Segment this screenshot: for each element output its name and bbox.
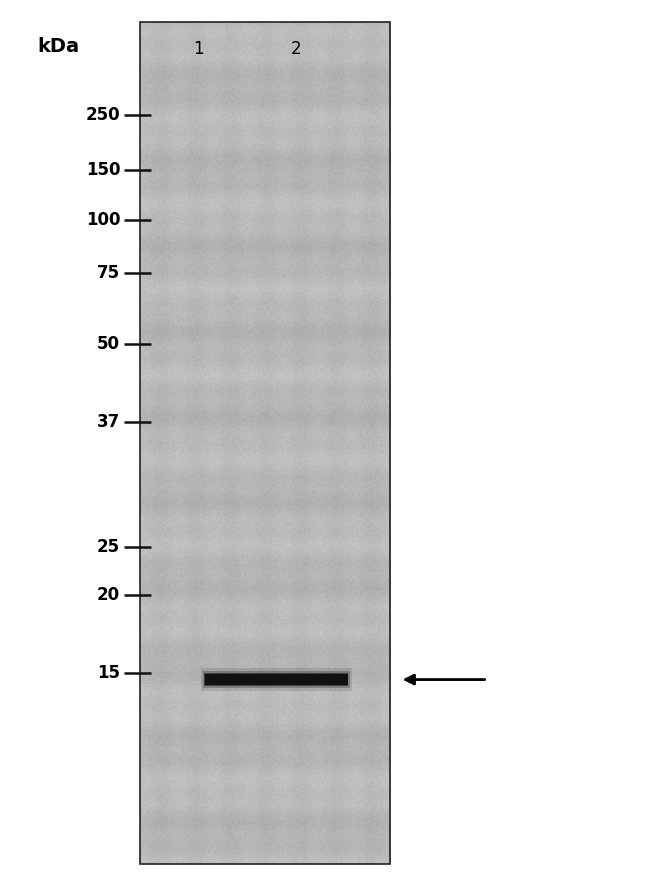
Text: 2: 2 bbox=[291, 40, 301, 58]
Text: 20: 20 bbox=[97, 587, 120, 604]
Bar bbox=[140, 22, 390, 864]
Text: 150: 150 bbox=[86, 161, 120, 179]
Text: 37: 37 bbox=[97, 413, 120, 431]
Text: 50: 50 bbox=[98, 335, 120, 353]
Bar bbox=[204, 673, 348, 686]
Text: 1: 1 bbox=[193, 40, 203, 58]
Bar bbox=[203, 672, 350, 688]
Text: kDa: kDa bbox=[38, 37, 79, 56]
Text: 75: 75 bbox=[97, 264, 120, 282]
Text: 25: 25 bbox=[97, 538, 120, 556]
Text: 100: 100 bbox=[86, 211, 120, 229]
Text: 250: 250 bbox=[86, 106, 120, 124]
Text: 15: 15 bbox=[98, 664, 120, 682]
Bar bbox=[201, 668, 352, 691]
Bar bbox=[205, 673, 348, 686]
